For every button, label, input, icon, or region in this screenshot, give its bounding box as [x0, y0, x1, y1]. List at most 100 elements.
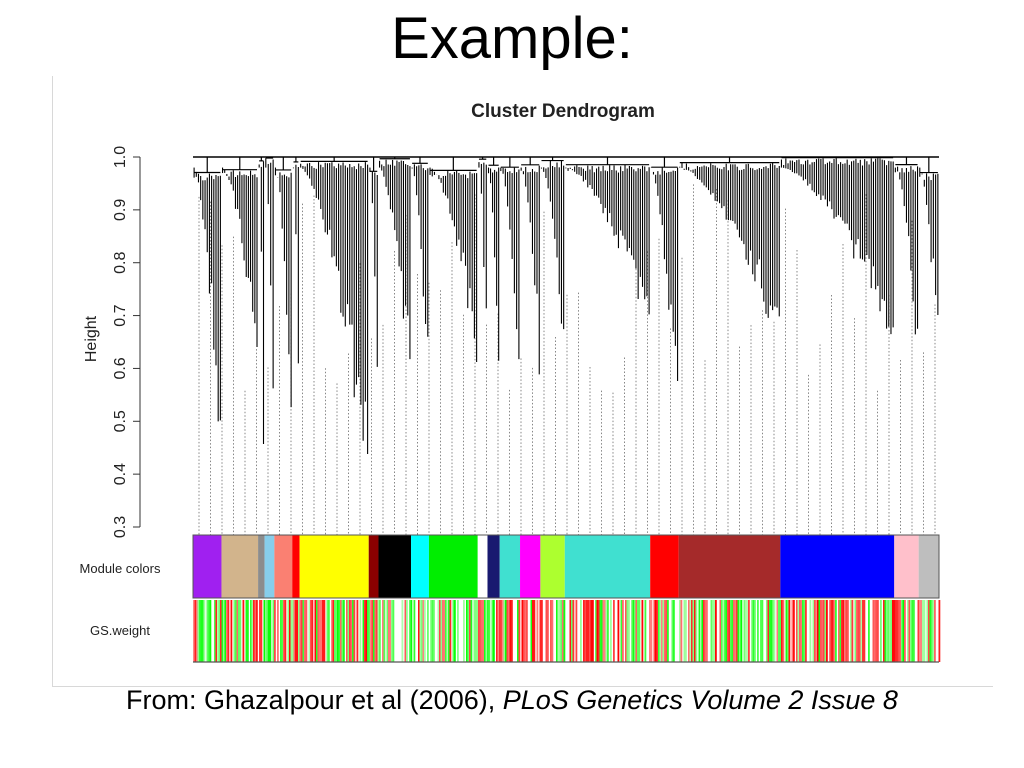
- gs-stripe-177: [541, 600, 543, 662]
- cluster-branch-greenyellow: [540, 157, 565, 330]
- gs-stripe-371: [928, 600, 930, 662]
- gs-stripe-95: [368, 600, 371, 662]
- gs-stripe-41: [269, 600, 272, 662]
- gs-stripe-24: [236, 600, 239, 662]
- gs-stripe-47: [283, 600, 285, 662]
- gs-weight-track: [193, 600, 941, 663]
- gs-stripe-141: [470, 600, 473, 662]
- gs-stripe-232: [661, 600, 663, 662]
- gs-stripe-320: [832, 600, 834, 662]
- gs-stripe-163: [508, 600, 510, 662]
- gs-stripe-149: [484, 600, 486, 662]
- gs-stripe-22: [233, 600, 236, 662]
- gs-stripe-370: [926, 600, 929, 662]
- module-color-band-17: [650, 535, 679, 598]
- module-color-band-3: [264, 535, 275, 598]
- gs-stripe-42: [272, 600, 275, 662]
- gs-stripe-139: [467, 600, 470, 662]
- gs-stripe-30: [250, 600, 252, 662]
- gs-stripe-300: [796, 600, 798, 662]
- gs-stripe-299: [793, 600, 795, 662]
- gs-stripe-19: [226, 600, 228, 662]
- gs-stripe-243: [688, 600, 690, 662]
- gs-stripe-31: [251, 600, 254, 662]
- gs-stripe-342: [875, 600, 878, 662]
- gs-stripe-16: [221, 600, 224, 662]
- gs-stripe-363: [911, 600, 914, 662]
- gs-stripe-250: [700, 600, 702, 662]
- gs-stripe-287: [770, 600, 773, 662]
- gs-stripe-119: [422, 600, 425, 662]
- gs-stripe-207: [605, 600, 608, 662]
- gs-stripe-227: [653, 600, 656, 662]
- gs-stripe-135: [454, 600, 456, 662]
- gs-stripe-15: [220, 600, 222, 662]
- gs-stripe-68: [319, 600, 321, 662]
- gs-stripe-71: [323, 600, 326, 662]
- cluster-branch-blue: [780, 157, 894, 335]
- gs-stripe-94: [367, 600, 369, 662]
- gs-stripe-59: [302, 600, 305, 662]
- gs-stripe-84: [347, 600, 350, 662]
- gs-stripe-60: [304, 600, 306, 662]
- gs-stripe-310: [815, 600, 818, 662]
- gs-stripe-321: [833, 600, 836, 662]
- gs-stripe-32: [253, 600, 255, 662]
- gs-stripe-240: [680, 600, 683, 662]
- gs-stripe-62: [308, 600, 311, 662]
- gs-stripe-187: [563, 600, 566, 662]
- gs-stripe-205: [602, 600, 605, 662]
- gs-stripe-233: [662, 600, 665, 662]
- gs-stripe-341: [874, 600, 876, 662]
- cluster-branch-green: [429, 157, 478, 363]
- gs-stripe-260: [721, 600, 723, 662]
- gs-stripe-137: [463, 600, 465, 662]
- gs-stripe-311: [817, 600, 819, 662]
- module-colors-label: Module colors: [80, 561, 161, 576]
- gs-stripe-51: [290, 600, 293, 662]
- cluster-branch-cyan: [411, 157, 429, 337]
- gs-stripe-256: [712, 600, 714, 662]
- gs-stripe-152: [488, 600, 491, 662]
- gs-stripe-325: [841, 600, 843, 662]
- gs-stripe-162: [506, 600, 509, 662]
- gs-stripe-225: [649, 600, 651, 662]
- gs-stripe-92: [364, 600, 366, 662]
- gs-stripe-259: [719, 600, 722, 662]
- gs-stripe-76: [334, 600, 336, 662]
- gs-stripe-263: [725, 600, 728, 662]
- gs-stripe-190: [572, 600, 575, 662]
- gs-stripe-88: [353, 600, 356, 662]
- gs-stripe-10: [209, 600, 212, 662]
- gs-stripe-131: [446, 600, 449, 662]
- gs-stripe-355: [898, 600, 900, 662]
- gs-stripe-368: [922, 600, 924, 662]
- gs-stripe-148: [482, 600, 485, 662]
- gs-stripe-50: [289, 600, 291, 662]
- gs-stripe-77: [335, 600, 338, 662]
- gs-stripe-105: [386, 600, 389, 662]
- gs-stripe-298: [791, 600, 794, 662]
- gs-stripe-272: [739, 600, 741, 662]
- gs-stripe-65: [314, 600, 317, 662]
- gs-stripe-166: [517, 600, 519, 662]
- gs-stripe-66: [316, 600, 318, 662]
- gs-stripe-362: [910, 600, 912, 662]
- gs-stripe-200: [595, 600, 597, 662]
- gs-stripe-372: [929, 600, 932, 662]
- gs-stripe-224: [644, 600, 647, 662]
- gs-stripe-327: [844, 600, 846, 662]
- y-tick-label-2: 0.5: [112, 410, 129, 432]
- gs-stripe-241: [683, 600, 686, 662]
- gs-stripe-344: [880, 600, 882, 662]
- gs-stripe-55: [296, 600, 299, 662]
- module-color-band-18: [678, 535, 781, 598]
- gs-stripe-329: [847, 600, 849, 662]
- gs-stripe-199: [592, 600, 594, 662]
- gs-stripe-317: [826, 600, 828, 662]
- gs-stripe-198: [590, 600, 593, 662]
- gs-stripe-280: [754, 600, 756, 662]
- gs-stripe-12: [215, 600, 218, 662]
- gs-stripe-248: [695, 600, 698, 662]
- y-axis: 0.3 0.4 0.5 0.6 0.7 0.8 0.9 1.0: [112, 146, 141, 538]
